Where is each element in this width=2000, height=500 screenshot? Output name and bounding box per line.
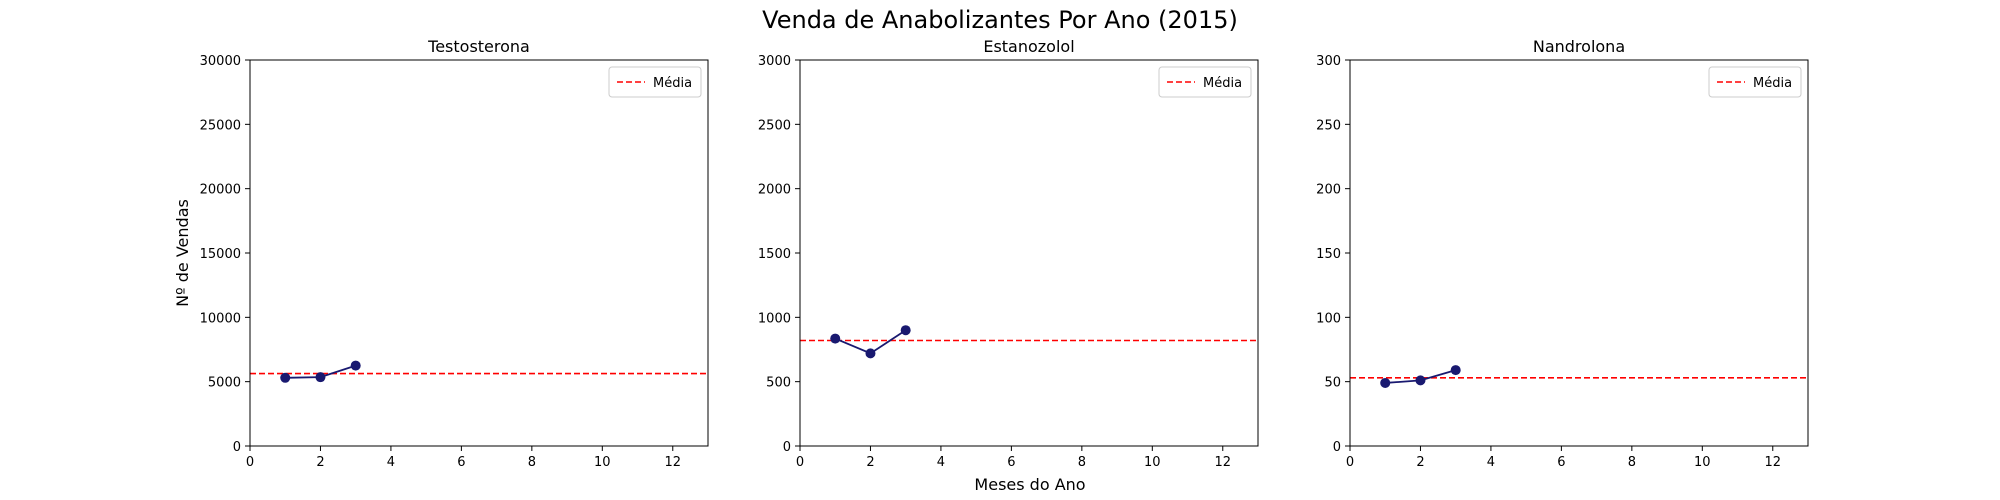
y-tick-label: 300 bbox=[1316, 54, 1341, 69]
y-tick-label: 150 bbox=[1316, 247, 1341, 262]
data-point bbox=[830, 333, 841, 344]
x-axis-label: Meses do Ano bbox=[974, 475, 1085, 494]
y-tick-label: 200 bbox=[1316, 183, 1341, 198]
data-point bbox=[1450, 365, 1461, 376]
y-tick-label: 1500 bbox=[758, 247, 791, 262]
legend-box bbox=[608, 66, 702, 98]
data-point bbox=[1415, 375, 1426, 386]
legend-label: Média bbox=[1203, 76, 1242, 91]
y-tick-label: 50 bbox=[1324, 376, 1341, 391]
legend-label: Média bbox=[653, 76, 692, 91]
data-point bbox=[350, 360, 361, 371]
legend-box bbox=[1158, 66, 1252, 98]
x-tick-label: 6 bbox=[1007, 455, 1015, 470]
plot-area bbox=[250, 60, 708, 446]
x-tick-label: 4 bbox=[387, 455, 395, 470]
x-tick-label: 0 bbox=[796, 455, 804, 470]
x-tick-label: 10 bbox=[594, 455, 611, 470]
y-tick-label: 250 bbox=[1316, 118, 1341, 133]
y-tick-label: 0 bbox=[783, 440, 791, 455]
y-tick-label: 2000 bbox=[758, 183, 791, 198]
y-tick-label: 25000 bbox=[200, 118, 241, 133]
axes-frame bbox=[1349, 59, 1809, 447]
x-tick-label: 2 bbox=[1416, 455, 1424, 470]
x-tick-label: 10 bbox=[1694, 455, 1711, 470]
x-tick-label: 10 bbox=[1144, 455, 1161, 470]
y-tick-label: 10000 bbox=[200, 311, 241, 326]
y-tick-label: 2500 bbox=[758, 118, 791, 133]
y-tick-label: 30000 bbox=[200, 54, 241, 69]
legend-box bbox=[1708, 66, 1802, 98]
x-tick-label: 0 bbox=[1346, 455, 1354, 470]
x-tick-label: 4 bbox=[1487, 455, 1495, 470]
panel-title: Nandrolona bbox=[1533, 37, 1625, 56]
data-point bbox=[315, 372, 326, 383]
panel-title: Estanozolol bbox=[983, 37, 1074, 56]
x-tick-label: 12 bbox=[664, 455, 681, 470]
y-tick-label: 20000 bbox=[200, 183, 241, 198]
x-tick-label: 2 bbox=[316, 455, 324, 470]
x-tick-label: 0 bbox=[246, 455, 254, 470]
axes-frame bbox=[799, 59, 1259, 447]
figure-suptitle: Venda de Anabolizantes Por Ano (2015) bbox=[762, 6, 1238, 34]
y-tick-label: 500 bbox=[766, 376, 791, 391]
x-tick-label: 12 bbox=[1764, 455, 1781, 470]
y-tick-label: 3000 bbox=[758, 54, 791, 69]
x-tick-label: 2 bbox=[866, 455, 874, 470]
x-tick-label: 8 bbox=[528, 455, 536, 470]
x-tick-label: 8 bbox=[1078, 455, 1086, 470]
x-tick-label: 8 bbox=[1628, 455, 1636, 470]
y-tick-label: 15000 bbox=[200, 247, 241, 262]
y-tick-label: 0 bbox=[233, 440, 241, 455]
y-tick-label: 1000 bbox=[758, 311, 791, 326]
legend-label: Média bbox=[1753, 76, 1792, 91]
panel-title: Testosterona bbox=[427, 37, 530, 56]
chart-panel-3: Nandrolona 0 2 4 6 8 10 12 0 50 100 150 200 250 300 Méd… bbox=[1316, 37, 1809, 470]
x-tick-label: 12 bbox=[1214, 455, 1231, 470]
axes-frame bbox=[249, 59, 709, 447]
data-point bbox=[865, 348, 876, 359]
plot-area bbox=[800, 60, 1258, 446]
y-axis-label: Nº de Vendas bbox=[173, 199, 192, 307]
y-tick-label: 100 bbox=[1316, 311, 1341, 326]
x-tick-label: 6 bbox=[1557, 455, 1565, 470]
y-tick-label: 5000 bbox=[208, 376, 241, 391]
data-point bbox=[280, 372, 291, 383]
data-point bbox=[900, 325, 911, 336]
chart-panel-2: Estanozolol 0 2 4 6 8 10 12 0 500 1000 1500 2000 2500… bbox=[758, 37, 1259, 470]
y-tick-label: 0 bbox=[1333, 440, 1341, 455]
data-point bbox=[1380, 377, 1391, 388]
chart-panel-1: Testosterona 0 2 4 6 8 10 12 0 5000 10000 15000 2000… bbox=[200, 37, 709, 470]
plot-area bbox=[1350, 60, 1808, 446]
x-tick-label: 6 bbox=[457, 455, 465, 470]
x-tick-label: 4 bbox=[937, 455, 945, 470]
